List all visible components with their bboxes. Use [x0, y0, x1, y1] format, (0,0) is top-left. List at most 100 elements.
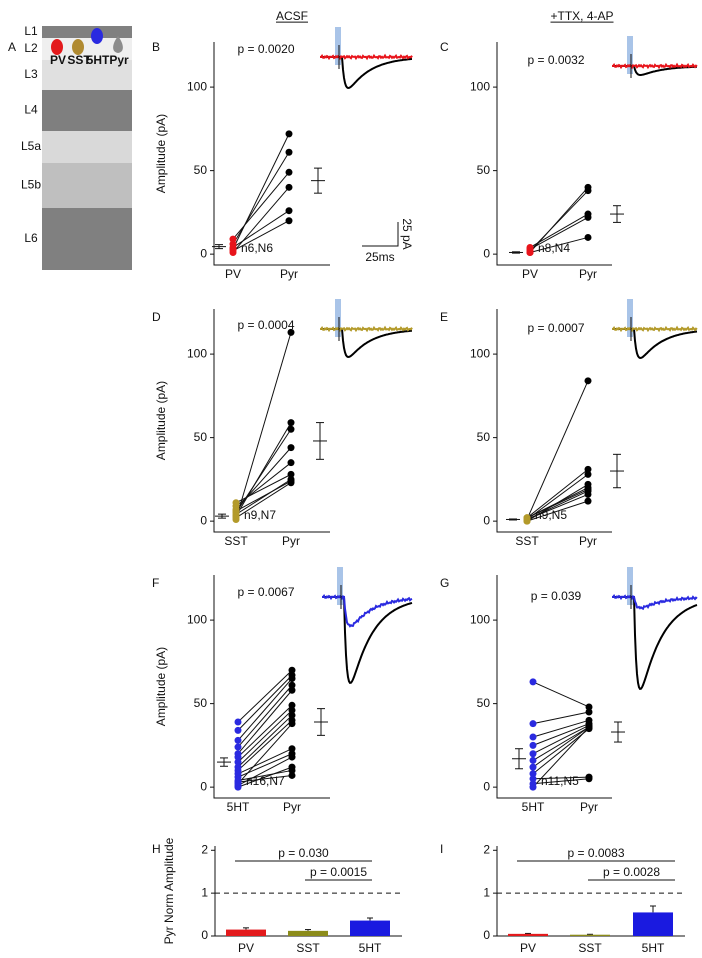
x-tick-label: Pyr [580, 800, 598, 814]
cell-soma [91, 28, 103, 44]
layer-band [42, 208, 132, 270]
x-tick-label: SST [515, 534, 539, 548]
pair-line [237, 756, 293, 786]
data-point [288, 753, 296, 761]
y-tick-label: 50 [477, 430, 491, 444]
x-tick-label: Pyr [283, 800, 301, 814]
p-value: p = 0.0020 [237, 42, 294, 56]
data-point [288, 771, 296, 779]
data-point [234, 783, 242, 791]
data-point [529, 750, 537, 758]
layer-label: L4 [24, 103, 38, 117]
panel-label: B [152, 40, 160, 54]
y-axis-label: Amplitude (pA) [154, 647, 168, 726]
y-tick-label: 2 [201, 842, 208, 856]
pair-line [532, 719, 590, 738]
pair-line [529, 216, 589, 250]
pair-line [526, 493, 589, 520]
y-tick-label: 0 [483, 779, 490, 793]
bar [570, 934, 610, 936]
comparison-label: p = 0.0028 [603, 865, 660, 879]
data-point [232, 499, 240, 507]
panel-label: E [440, 310, 448, 324]
y-tick-label: 100 [187, 346, 207, 360]
bar [350, 920, 390, 936]
data-point [529, 783, 537, 791]
comparison-label: p = 0.0083 [567, 846, 624, 860]
data-point [288, 686, 296, 694]
data-point [584, 484, 592, 492]
y-tick-label: 100 [187, 79, 207, 93]
data-point [234, 736, 242, 744]
axis [213, 575, 330, 799]
pair-line [532, 726, 590, 788]
data-point [234, 758, 242, 766]
example-trace-interneuron [612, 325, 698, 333]
data-point [584, 465, 592, 473]
data-point [287, 470, 295, 478]
pair-line [532, 776, 590, 780]
data-point [584, 213, 592, 221]
stimulus-bar [627, 36, 633, 74]
pair-line [235, 332, 292, 520]
y-axis-label: Amplitude (pA) [154, 114, 168, 193]
example-trace-interneuron [322, 594, 413, 628]
stimulus-bar [627, 299, 633, 337]
data-point [529, 733, 537, 741]
x-tick-label: Pyr [280, 267, 298, 281]
panel-label: F [152, 576, 159, 590]
data-point [584, 497, 592, 505]
data-point [232, 507, 240, 515]
stimulus-bar [627, 567, 633, 605]
data-point [529, 756, 537, 764]
pair-line [532, 728, 590, 775]
layer-label: L6 [24, 231, 38, 245]
data-point [288, 763, 296, 771]
y-tick-label: 0 [200, 513, 207, 527]
y-tick-label: 100 [470, 79, 490, 93]
data-point [526, 248, 534, 256]
panel-label: A [8, 40, 16, 54]
data-point [529, 678, 537, 686]
comparison-label: p = 0.030 [278, 846, 329, 860]
pair-line [237, 674, 293, 731]
pair-line [232, 151, 290, 245]
data-point [287, 459, 295, 467]
data-point [285, 148, 293, 156]
pair-line [237, 669, 293, 723]
bar [226, 929, 266, 936]
pair-line [232, 171, 290, 240]
cell-label: Pyr [109, 53, 129, 67]
cell-label: 5HT [87, 53, 110, 67]
p-value: p = 0.0067 [237, 585, 294, 599]
data-point [285, 130, 293, 138]
y-tick-label: 2 [483, 842, 490, 856]
data-point [288, 666, 296, 674]
pair-line [237, 769, 293, 781]
y-tick-label: 50 [477, 163, 491, 177]
x-tick-label: 5HT [522, 800, 545, 814]
data-point [523, 514, 531, 522]
y-tick-label: 0 [200, 779, 207, 793]
x-tick-label: SST [578, 941, 602, 955]
bar [288, 930, 328, 936]
data-point [584, 187, 592, 195]
layer-label: L5a [21, 139, 41, 153]
layer-band [42, 90, 132, 131]
n-label: n11,N5 [541, 774, 579, 788]
pair-line [237, 766, 293, 788]
layer-band [42, 131, 132, 163]
pair-line [532, 711, 590, 725]
pair-line [237, 678, 293, 741]
y-axis-label: Pyr Norm Amplitude [162, 837, 176, 944]
pair-line [235, 462, 292, 507]
data-point [287, 328, 295, 336]
column-title: ACSF [276, 9, 308, 23]
y-tick-label: 0 [483, 246, 490, 260]
pair-line [529, 190, 589, 252]
p-value: p = 0.0032 [527, 53, 584, 67]
pair-line [526, 490, 589, 520]
y-tick-label: 0 [483, 513, 490, 527]
